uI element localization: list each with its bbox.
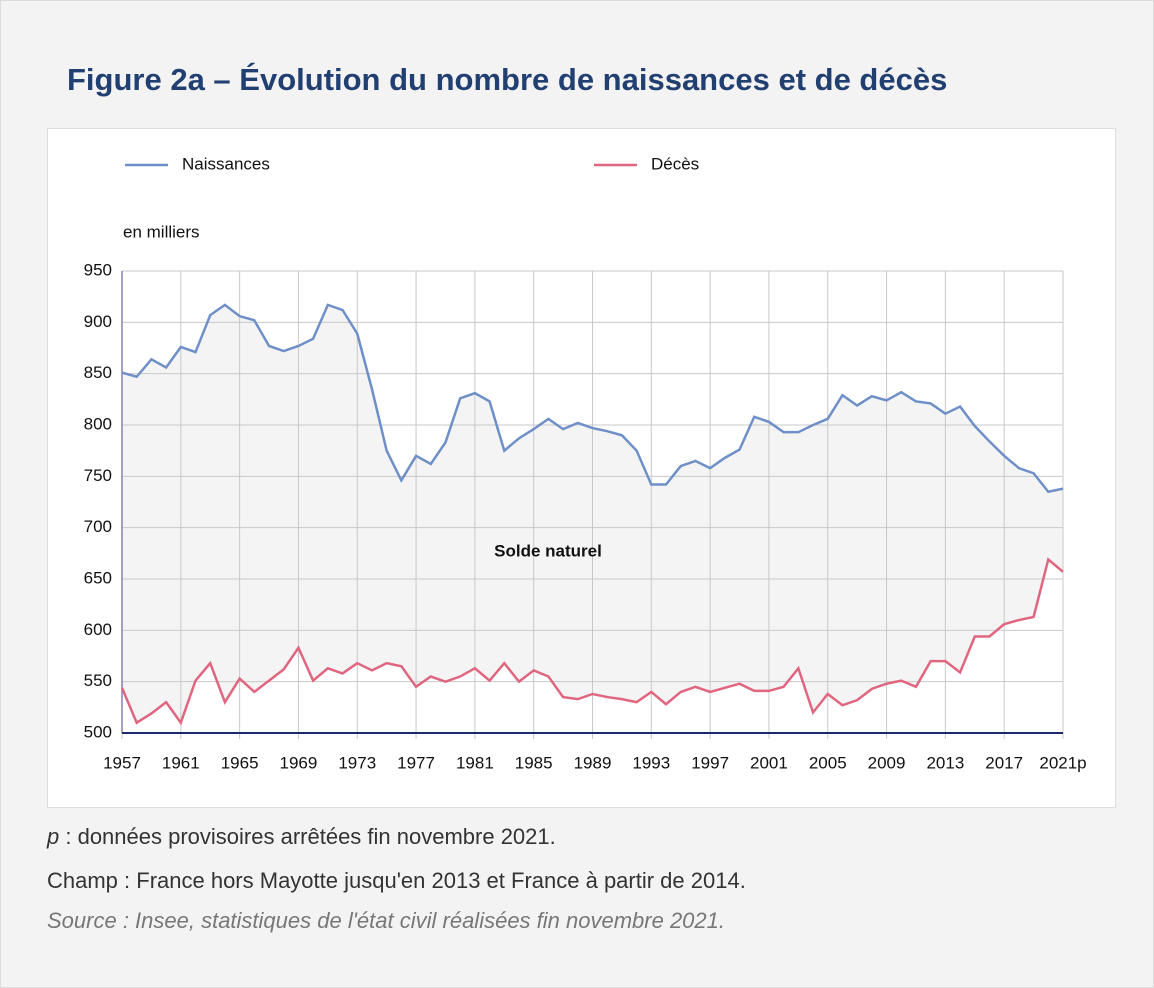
x-tick-label: 1997 bbox=[691, 753, 729, 772]
y-tick-label: 650 bbox=[84, 568, 112, 587]
y-tick-label: 850 bbox=[84, 363, 112, 382]
y-unit-label: en milliers bbox=[123, 222, 200, 241]
y-tick-label: 600 bbox=[84, 620, 112, 639]
x-tick-label: 1977 bbox=[397, 753, 435, 772]
x-tick-label: 1989 bbox=[574, 753, 612, 772]
x-tick-label: 2021p bbox=[1039, 753, 1086, 772]
x-tick-label: 1965 bbox=[221, 753, 259, 772]
series-line bbox=[120, 557, 1064, 726]
note-scope: Champ : France hors Mayotte jusqu'en 201… bbox=[47, 868, 746, 893]
x-tick-label: 1969 bbox=[280, 753, 318, 772]
y-tick-label: 500 bbox=[84, 722, 112, 741]
x-tick-label: 2001 bbox=[750, 753, 788, 772]
legend-label: Décès bbox=[651, 154, 699, 173]
chart-title: Figure 2a – Évolution du nombre de naiss… bbox=[67, 62, 948, 97]
note-source: Source : Insee, statistiques de l'état c… bbox=[47, 908, 726, 933]
legend-label: Naissances bbox=[182, 154, 270, 173]
note-text: : données provisoires arrêtées fin novem… bbox=[59, 824, 556, 849]
x-tick-label: 1957 bbox=[103, 753, 141, 772]
x-tick-label: 1961 bbox=[162, 753, 200, 772]
y-tick-label: 750 bbox=[84, 466, 112, 485]
series-line bbox=[121, 303, 1064, 494]
x-tick-label: 1973 bbox=[338, 753, 376, 772]
x-tick-label: 2005 bbox=[809, 753, 847, 772]
x-tick-label: 1981 bbox=[456, 753, 494, 772]
x-tick-label: 2009 bbox=[868, 753, 906, 772]
y-tick-label: 950 bbox=[84, 260, 112, 279]
note-marker: p bbox=[47, 824, 60, 849]
y-tick-label: 800 bbox=[84, 414, 112, 433]
x-tick-label: 1993 bbox=[632, 753, 670, 772]
y-tick-label: 550 bbox=[84, 671, 112, 690]
x-tick-label: 1985 bbox=[515, 753, 553, 772]
annotation: Solde naturel bbox=[494, 541, 602, 560]
y-tick-label: 900 bbox=[84, 312, 112, 331]
x-tick-label: 2017 bbox=[985, 753, 1023, 772]
x-tick-label: 2013 bbox=[926, 753, 964, 772]
y-tick-label: 700 bbox=[84, 517, 112, 536]
note-provisional: p : données provisoires arrêtées fin nov… bbox=[47, 824, 556, 850]
